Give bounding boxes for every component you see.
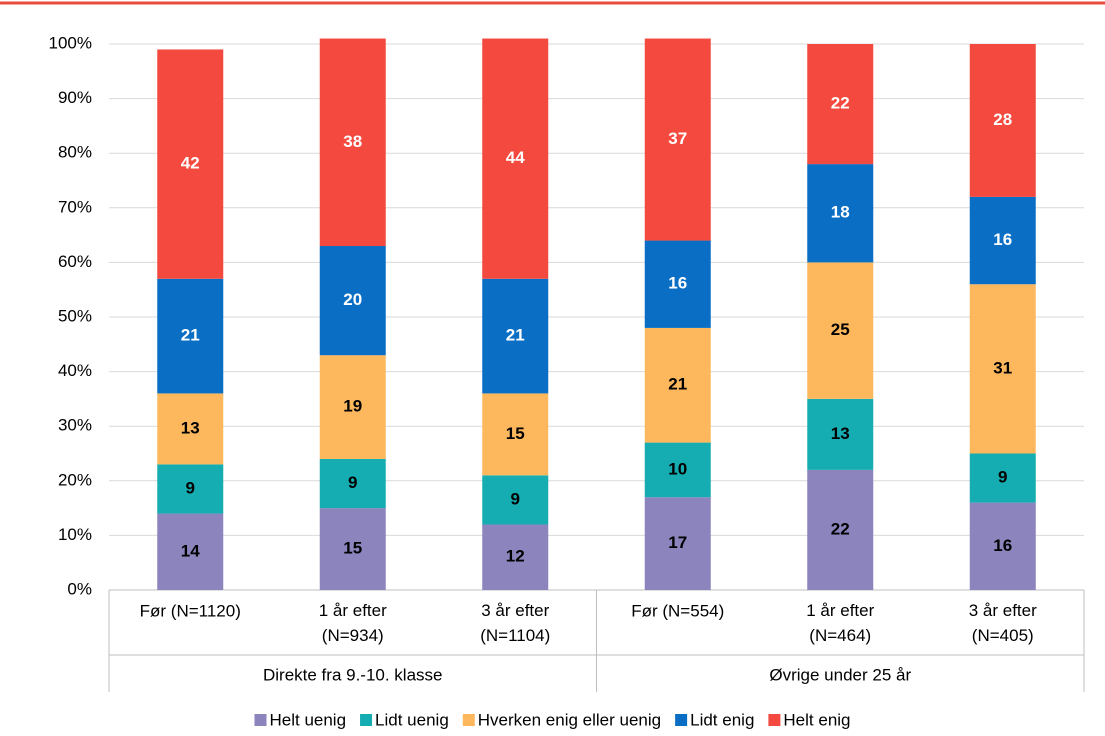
value-label: 21 — [506, 326, 525, 345]
y-tick-label: 60% — [58, 252, 92, 271]
bar-segment — [969, 284, 1036, 454]
bar-segment — [319, 246, 386, 356]
bar-segment — [482, 524, 549, 590]
bar-segment — [644, 442, 711, 498]
value-label: 44 — [506, 148, 525, 167]
x-tick-label: Før (N=1120) — [140, 601, 241, 620]
y-tick-label: 50% — [58, 306, 92, 325]
bar-segment — [807, 164, 874, 263]
bar-segment — [969, 196, 1036, 285]
legend-swatch — [675, 714, 688, 726]
legend-swatch — [462, 714, 475, 726]
bar-segment — [644, 240, 711, 328]
value-label: 21 — [668, 375, 687, 394]
bar-segment — [969, 44, 1036, 197]
bar-segment — [482, 278, 549, 394]
bar-segment — [969, 502, 1036, 590]
value-label: 22 — [831, 94, 850, 113]
value-label: 15 — [343, 539, 362, 558]
bar-segment — [807, 469, 874, 590]
value-label: 22 — [831, 519, 850, 538]
value-label: 15 — [506, 424, 525, 443]
value-label: 38 — [343, 132, 362, 151]
bar-segment — [807, 398, 874, 470]
group-label: Direkte fra 9.-10. klasse — [263, 665, 443, 684]
bar-segment — [807, 44, 874, 165]
legend-label: Helt uenig — [269, 710, 346, 729]
x-tick-label: 3 år efter (N=405) — [969, 601, 1037, 645]
legend-label: Lidt uenig — [375, 710, 449, 729]
y-tick-label: 40% — [58, 361, 92, 380]
value-label: 9 — [998, 468, 1007, 487]
value-label: 16 — [993, 230, 1012, 249]
bar-segment — [644, 38, 711, 241]
bar-segment — [319, 508, 386, 590]
value-label: 14 — [181, 541, 200, 560]
y-tick-label: 10% — [58, 525, 92, 544]
legend-label: Lidt enig — [690, 710, 754, 729]
x-tick-label: 1 år efter (N=464) — [806, 601, 874, 645]
bar-segment — [157, 393, 224, 465]
y-tick-label: 100% — [49, 33, 92, 52]
y-tick-label: 30% — [58, 416, 92, 435]
value-label: 9 — [348, 473, 357, 492]
bar-segment — [319, 355, 386, 459]
x-tick-label: Før (N=554) — [631, 601, 724, 620]
value-label: 18 — [831, 203, 850, 222]
y-tick-label: 70% — [58, 197, 92, 216]
bar-segment — [482, 393, 549, 476]
legend-swatch — [768, 714, 781, 726]
bar-segment — [807, 262, 874, 399]
value-label: 12 — [506, 547, 525, 566]
value-label: 42 — [181, 154, 200, 173]
value-label: 37 — [668, 129, 687, 148]
legend-label: Helt enig — [783, 710, 850, 729]
value-label: 16 — [668, 274, 687, 293]
bar-segment — [157, 464, 224, 514]
bar-segment — [319, 38, 386, 247]
value-label: 28 — [993, 110, 1012, 129]
bar-segment — [482, 38, 549, 279]
value-label: 20 — [343, 290, 362, 309]
value-label: 13 — [831, 424, 850, 443]
y-tick-label: 80% — [58, 143, 92, 162]
value-label: 13 — [181, 418, 200, 437]
value-label: 21 — [181, 326, 200, 345]
value-label: 25 — [831, 320, 850, 339]
group-label: Øvrige under 25 år — [769, 665, 911, 684]
y-tick-label: 0% — [67, 579, 92, 598]
value-label: 31 — [993, 358, 1012, 377]
y-tick-label: 20% — [58, 470, 92, 489]
legend-swatch — [254, 714, 267, 726]
bar-segment — [969, 453, 1036, 503]
y-tick-label: 90% — [58, 88, 92, 107]
value-label: 9 — [186, 478, 195, 497]
bar-segment — [157, 278, 224, 394]
value-label: 9 — [511, 489, 520, 508]
value-label: 17 — [668, 533, 687, 552]
bar-segment — [157, 49, 224, 279]
x-tick-label: 3 år efter (N=1104) — [480, 601, 550, 645]
x-tick-label: 1 år efter (N=934) — [319, 601, 387, 645]
value-label: 10 — [668, 459, 687, 478]
legend-label: Hverken enig eller uenig — [478, 710, 661, 729]
bar-segment — [644, 497, 711, 590]
bar-segment — [644, 327, 711, 443]
bar-segment — [319, 458, 386, 509]
bar-segment — [482, 475, 549, 525]
legend: Helt uenig Lidt uenig Hverken enig eller u… — [254, 710, 851, 729]
value-label: 19 — [343, 397, 362, 416]
legend-swatch — [360, 714, 373, 726]
value-label: 16 — [993, 536, 1012, 555]
bar-segment — [157, 513, 224, 590]
